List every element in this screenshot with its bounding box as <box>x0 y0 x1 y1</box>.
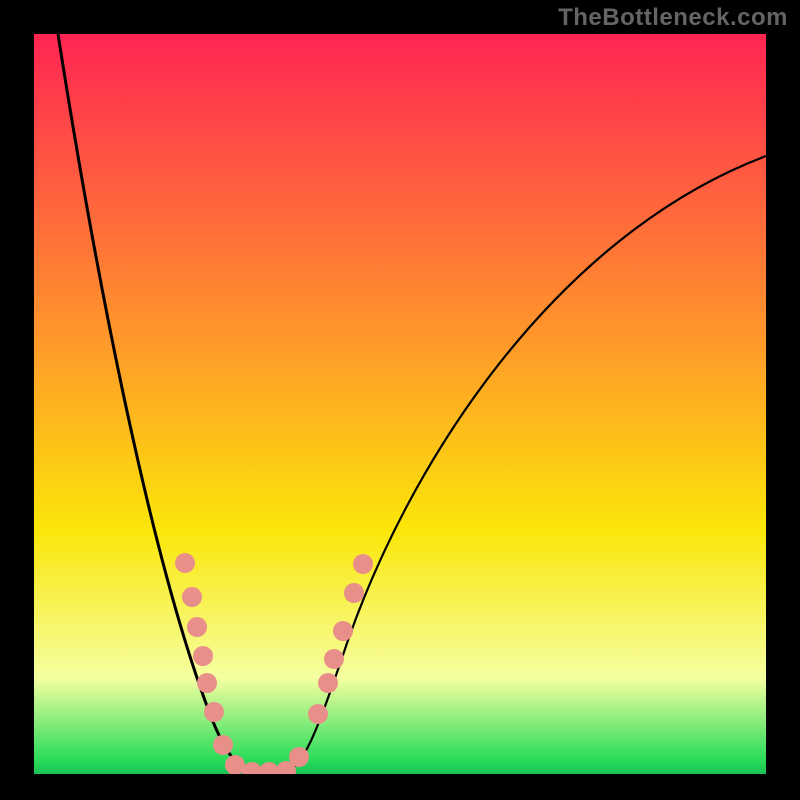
data-marker <box>187 617 207 637</box>
data-marker <box>333 621 353 641</box>
chart-svg <box>34 34 766 774</box>
data-marker <box>225 755 245 774</box>
marker-layer <box>175 553 373 774</box>
data-marker <box>289 747 309 767</box>
data-marker <box>182 587 202 607</box>
data-marker <box>353 554 373 574</box>
data-marker <box>308 704 328 724</box>
data-marker <box>344 583 364 603</box>
data-marker <box>213 735 233 755</box>
data-marker <box>324 649 344 669</box>
watermark-text: TheBottleneck.com <box>558 4 788 32</box>
data-marker <box>193 646 213 666</box>
curve-left <box>58 34 282 772</box>
data-marker <box>242 762 262 774</box>
curve-right <box>282 156 766 772</box>
data-marker <box>259 762 279 774</box>
data-marker <box>175 553 195 573</box>
data-marker <box>318 673 338 693</box>
data-marker <box>197 673 217 693</box>
outer-frame: TheBottleneck.com <box>0 0 800 800</box>
plot-area <box>34 34 766 774</box>
data-marker <box>204 702 224 722</box>
